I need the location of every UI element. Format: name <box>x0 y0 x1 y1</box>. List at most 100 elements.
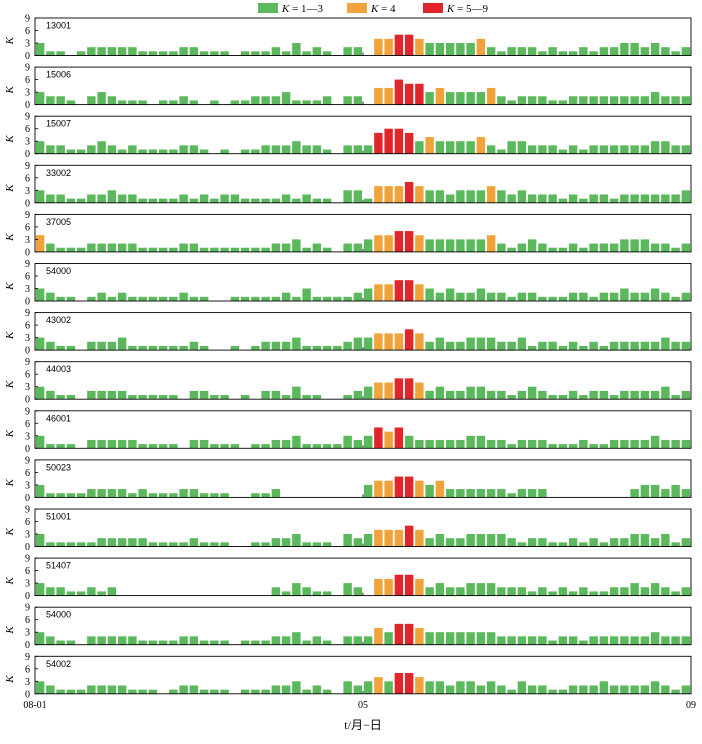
k-bar <box>271 587 281 596</box>
k-bar <box>384 235 393 252</box>
k-bar <box>128 145 137 154</box>
legend-label: K = 4 <box>370 3 396 15</box>
k-bar <box>343 583 352 596</box>
k-bar <box>117 390 127 400</box>
k-bar <box>466 43 475 56</box>
k-bar <box>189 390 199 400</box>
k-bar <box>661 685 670 694</box>
k-bar <box>486 583 496 596</box>
k-bar <box>476 632 486 645</box>
k-bar <box>353 390 363 400</box>
k-bar <box>179 685 188 694</box>
k-bar <box>251 345 260 351</box>
k-bar <box>343 243 352 252</box>
k-bar <box>343 96 352 105</box>
k-bar <box>35 435 45 449</box>
y-tick-label: 6 <box>25 173 30 184</box>
k-bar <box>322 96 332 105</box>
k-bar <box>681 47 691 56</box>
k-bar <box>179 345 188 351</box>
k-bar <box>271 341 281 351</box>
k-bar <box>548 194 557 203</box>
k-bar <box>620 43 629 56</box>
k-bar <box>599 292 609 301</box>
k-bar <box>210 100 219 105</box>
k-bar <box>281 636 291 645</box>
panel-13001: 03 69 K 13001 <box>4 14 692 62</box>
k-bar <box>435 681 445 694</box>
k-bar <box>261 296 270 301</box>
k-bar <box>466 632 475 645</box>
k-bar <box>671 247 680 252</box>
y-tick-label: 9 <box>25 308 30 319</box>
k-bar <box>599 194 609 203</box>
k-bar <box>425 439 434 449</box>
k-bar <box>240 395 250 400</box>
k-bar <box>497 489 506 498</box>
k-bar <box>548 247 557 252</box>
k-bar <box>486 47 496 56</box>
panel-51001: 03 69 K 51001 <box>4 505 692 553</box>
y-tick-label: 9 <box>25 455 30 466</box>
k-bar <box>640 341 650 351</box>
k-bar <box>579 198 588 203</box>
k-bar <box>620 341 629 351</box>
k-bar <box>199 296 209 301</box>
k-bar <box>486 489 496 498</box>
k-bar <box>117 149 127 154</box>
k-bar <box>425 190 434 203</box>
k-bar <box>476 435 486 449</box>
k-bar <box>148 247 158 252</box>
k-bar <box>640 145 650 154</box>
k-bar <box>568 685 578 694</box>
k-bar <box>117 538 127 547</box>
k-bar <box>97 489 106 498</box>
y-tick-label: 3 <box>25 628 30 639</box>
k-bar <box>404 181 414 203</box>
y-tick-label: 0 <box>25 689 30 700</box>
k-bar <box>681 636 691 645</box>
k-bar <box>497 439 506 449</box>
k-bar <box>548 542 557 547</box>
k-bar <box>292 198 301 203</box>
k-bar <box>66 591 76 596</box>
k-bar <box>435 239 445 252</box>
k-bar <box>189 145 199 154</box>
k-bar <box>46 542 55 547</box>
k-bar <box>650 538 660 547</box>
k-bar <box>251 149 260 154</box>
k-bar <box>415 578 424 596</box>
k-bar <box>169 542 178 547</box>
k-bar <box>671 296 680 301</box>
k-bar <box>251 444 260 449</box>
k-bar <box>630 390 639 400</box>
y-axis-label: K <box>4 675 16 684</box>
k-bar <box>76 149 86 154</box>
k-bar <box>97 591 106 596</box>
k-bar <box>292 100 301 105</box>
panel-frame <box>34 557 692 597</box>
k-bar <box>56 145 65 154</box>
k-bar <box>476 386 486 400</box>
y-axis-label: K <box>4 36 16 45</box>
k-bar <box>384 128 393 154</box>
k-bar <box>620 194 629 203</box>
k-bar <box>230 194 240 203</box>
k-bar <box>240 149 250 154</box>
k-bar <box>199 149 209 154</box>
k-bar <box>640 484 650 498</box>
k-bar <box>87 636 96 645</box>
k-bar <box>179 96 188 105</box>
k-bar <box>292 239 301 252</box>
k-bar <box>599 390 609 400</box>
k-bar <box>312 395 322 400</box>
k-bar <box>486 681 496 694</box>
k-bar <box>661 47 670 56</box>
k-bar <box>261 390 270 400</box>
k-bar <box>158 149 168 154</box>
k-bar <box>117 194 127 203</box>
legend-label: K = 5—9 <box>446 3 489 15</box>
k-bar <box>445 92 455 105</box>
k-bar <box>630 685 639 694</box>
k-bar <box>445 685 455 694</box>
